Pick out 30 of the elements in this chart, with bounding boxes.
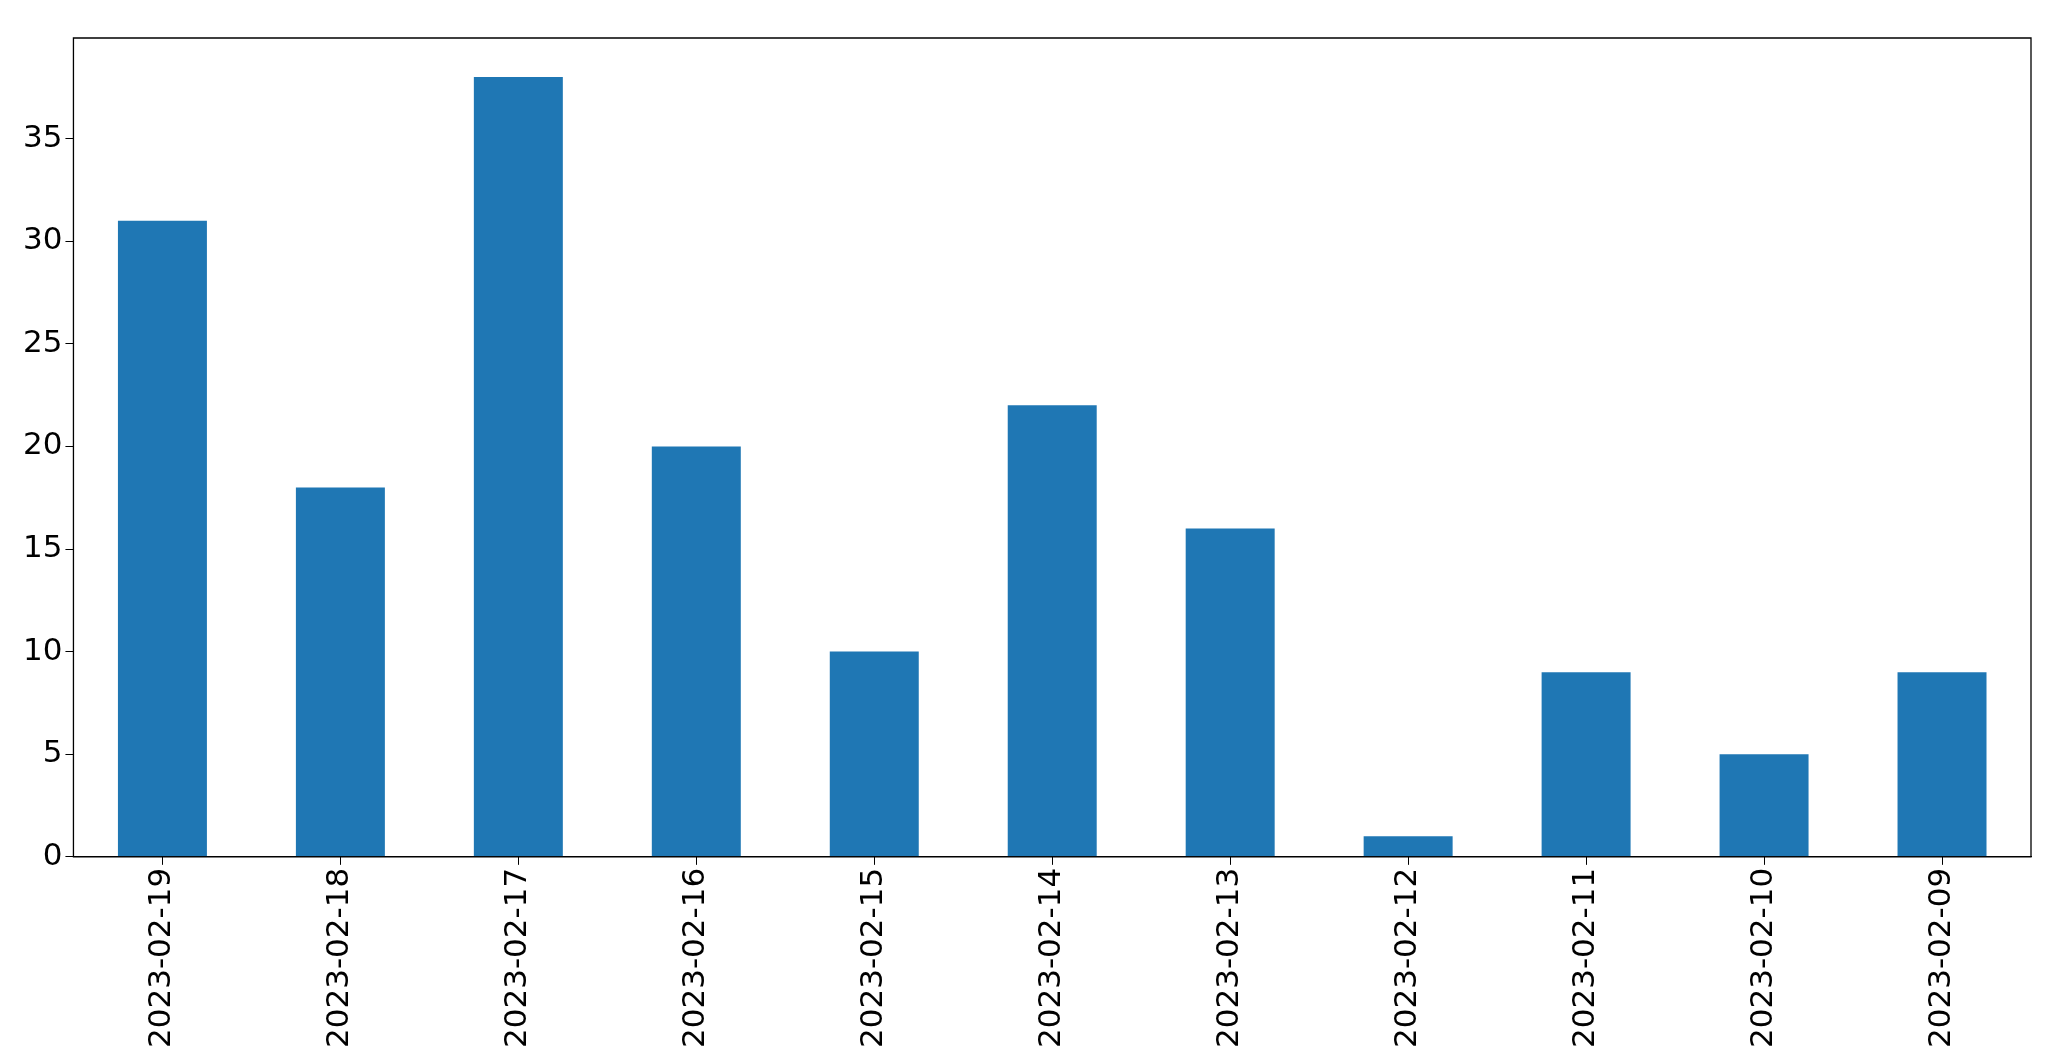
bar: [651, 446, 741, 857]
bar: [117, 220, 207, 857]
x-tick-label: 2023-02-18: [319, 867, 356, 1049]
x-tick-label: 2023-02-12: [1387, 867, 1424, 1049]
y-tick-label: 25: [22, 322, 63, 359]
x-tick-label: 2023-02-10: [1743, 867, 1780, 1049]
bar: [1541, 672, 1631, 857]
x-tick-label: 2023-02-14: [1031, 867, 1068, 1049]
x-tick-label: 2023-02-15: [853, 867, 890, 1049]
x-tick-label: 2023-02-09: [1921, 867, 1958, 1049]
y-tick-label: 20: [22, 425, 63, 462]
bar: [1363, 836, 1453, 857]
bar: [1719, 754, 1809, 857]
y-tick-label: 30: [22, 220, 63, 257]
y-tick-label: 35: [22, 117, 63, 154]
x-tick-label: 2023-02-19: [141, 867, 178, 1049]
bar: [1007, 405, 1097, 857]
y-tick-label: 15: [22, 528, 63, 565]
bar: [829, 651, 919, 857]
bar: [473, 76, 563, 857]
y-tick-label: 10: [22, 630, 63, 667]
x-tick-label: 2023-02-11: [1565, 867, 1602, 1049]
x-tick-label: 2023-02-17: [497, 867, 534, 1049]
y-tick-label: 5: [42, 733, 63, 770]
bar: [1185, 528, 1275, 857]
x-tick-label: 2023-02-16: [675, 867, 712, 1049]
bar: [1897, 672, 1987, 857]
x-tick-label: 2023-02-13: [1209, 867, 1246, 1049]
y-tick-label: 0: [42, 835, 63, 872]
bar: [295, 487, 385, 857]
